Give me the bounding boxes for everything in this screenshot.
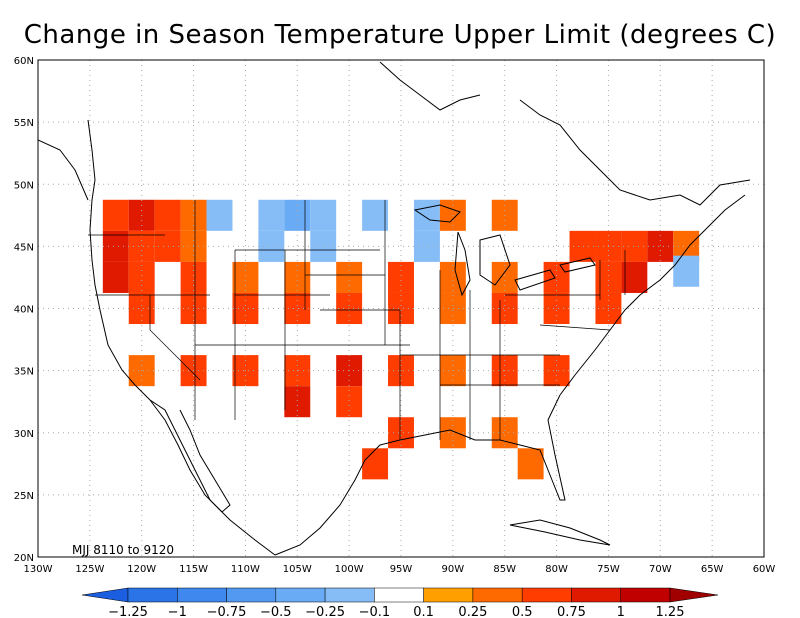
colorbar-swatch xyxy=(472,587,523,603)
heatmap-cell xyxy=(102,230,129,262)
heatmap-cell xyxy=(413,199,440,231)
latitude-tick-labels: 20N 25N 30N 35N 40N 45N 50N 55N 60N xyxy=(14,56,34,564)
heatmap-cell xyxy=(336,292,363,325)
heatmap-cell xyxy=(128,261,155,293)
lat-tick-label: 20N xyxy=(14,553,34,564)
heatmap-cell xyxy=(673,255,700,287)
lat-tick-label: 25N xyxy=(14,491,34,502)
heatmap-cell xyxy=(258,199,285,231)
heatmap-cell xyxy=(258,230,285,262)
period-caption: MJJ 8110 to 9120 xyxy=(72,543,174,557)
heatmap-cell xyxy=(543,261,570,293)
lon-tick-label: 65W xyxy=(701,564,724,575)
heatmap-cell xyxy=(491,261,518,293)
colorbar-label: 0.75 xyxy=(557,605,586,618)
lon-tick-label: 130W xyxy=(24,564,53,575)
colorbar-label: 0.1 xyxy=(413,605,434,618)
longitude-tick-labels: 130W 125W 120W 115W 110W 105W 100W 95W 90W 85W 80W… xyxy=(24,564,776,575)
lon-tick-label: 110W xyxy=(231,564,260,575)
heatmap-cell xyxy=(543,292,570,325)
heatmap-cell xyxy=(388,261,414,293)
colorbar-swatch xyxy=(521,587,572,603)
colorbar-label: 0.5 xyxy=(512,605,533,618)
colorbar-labels: −1.25 −1 −0.75 −0.5 −0.25 −0.1 0.1 0.25 0.5 0.75 1… xyxy=(108,605,684,618)
colorbar-label: 0.25 xyxy=(458,605,487,618)
lat-tick-label: 50N xyxy=(14,180,34,191)
colorbar-label: 1.25 xyxy=(656,605,685,618)
colorbar-swatch xyxy=(324,587,375,603)
coastlines xyxy=(38,61,751,556)
heatmap-cell xyxy=(102,261,129,293)
page-title: Change in Season Temperature Upper Limit… xyxy=(23,20,777,50)
heatmap-cell xyxy=(388,417,414,449)
lon-tick-label: 115W xyxy=(179,564,208,575)
lat-tick-label: 45N xyxy=(14,242,34,253)
heatmap-cell xyxy=(336,386,363,418)
lon-tick-label: 90W xyxy=(442,564,465,575)
colorbar-swatch xyxy=(620,587,671,603)
heatmap-cell xyxy=(206,199,233,231)
colorbar-label: −1 xyxy=(168,605,187,618)
heatmap-cell xyxy=(232,292,259,325)
lon-tick-label: 105W xyxy=(283,564,312,575)
lon-tick-label: 80W xyxy=(545,564,568,575)
colorbar-swatch xyxy=(226,587,277,603)
heatmap-cell xyxy=(362,199,389,231)
colorbar-swatch xyxy=(669,587,719,603)
colorbar xyxy=(81,587,719,603)
lon-tick-label: 125W xyxy=(75,564,104,575)
colorbar-label: 1 xyxy=(617,605,625,618)
colorbar-swatch xyxy=(571,587,621,603)
heatmap-cell xyxy=(128,292,155,325)
lon-tick-label: 85W xyxy=(493,564,516,575)
heatmap-cell xyxy=(439,292,466,325)
colorbar-swatch xyxy=(374,587,424,603)
heatmap-cell xyxy=(413,230,440,262)
lat-tick-label: 40N xyxy=(14,305,34,316)
lat-tick-label: 55N xyxy=(14,118,34,129)
colorbar-swatch xyxy=(81,587,129,603)
heatmap-cell xyxy=(102,199,129,231)
lon-tick-label: 100W xyxy=(335,564,364,575)
plot-frame xyxy=(37,59,765,558)
heatmap-cell xyxy=(284,261,311,293)
lon-tick-label: 60W xyxy=(753,564,776,575)
colorbar-swatch xyxy=(423,587,474,603)
colorbar-label: −0.25 xyxy=(305,605,345,618)
lon-tick-label: 120W xyxy=(127,564,156,575)
lon-tick-label: 70W xyxy=(649,564,672,575)
lon-tick-label: 75W xyxy=(597,564,620,575)
heatmap-cell xyxy=(517,448,544,480)
heatmap-cell xyxy=(595,261,622,293)
colorbar-label: −1.25 xyxy=(108,605,148,618)
lon-tick-label: 95W xyxy=(390,564,413,575)
colorbar-swatch xyxy=(127,587,178,603)
heatmap-cell xyxy=(232,261,259,293)
lat-tick-label: 60N xyxy=(14,56,34,67)
heatmap-cell xyxy=(439,417,466,449)
heatmap-cell xyxy=(154,199,181,231)
heatmap-cells xyxy=(102,199,700,480)
colorbar-swatch xyxy=(177,587,227,603)
heatmap-cell xyxy=(284,386,311,418)
heatmap-cell xyxy=(336,261,363,293)
heatmap-cell xyxy=(621,261,648,293)
heatmap-cell xyxy=(180,261,207,293)
colorbar-swatch xyxy=(275,587,326,603)
heatmap-cell xyxy=(362,448,389,480)
lat-tick-label: 35N xyxy=(14,367,34,378)
lat-tick-label: 30N xyxy=(14,429,34,440)
heatmap-cell xyxy=(439,261,466,293)
colorbar-label: −0.5 xyxy=(260,605,292,618)
colorbar-label: −0.1 xyxy=(359,605,391,618)
heatmap-cell xyxy=(388,292,414,325)
state-boundaries xyxy=(88,200,626,440)
colorbar-label: −0.75 xyxy=(207,605,247,618)
heatmap-cell xyxy=(310,199,337,231)
graticule xyxy=(38,60,764,557)
